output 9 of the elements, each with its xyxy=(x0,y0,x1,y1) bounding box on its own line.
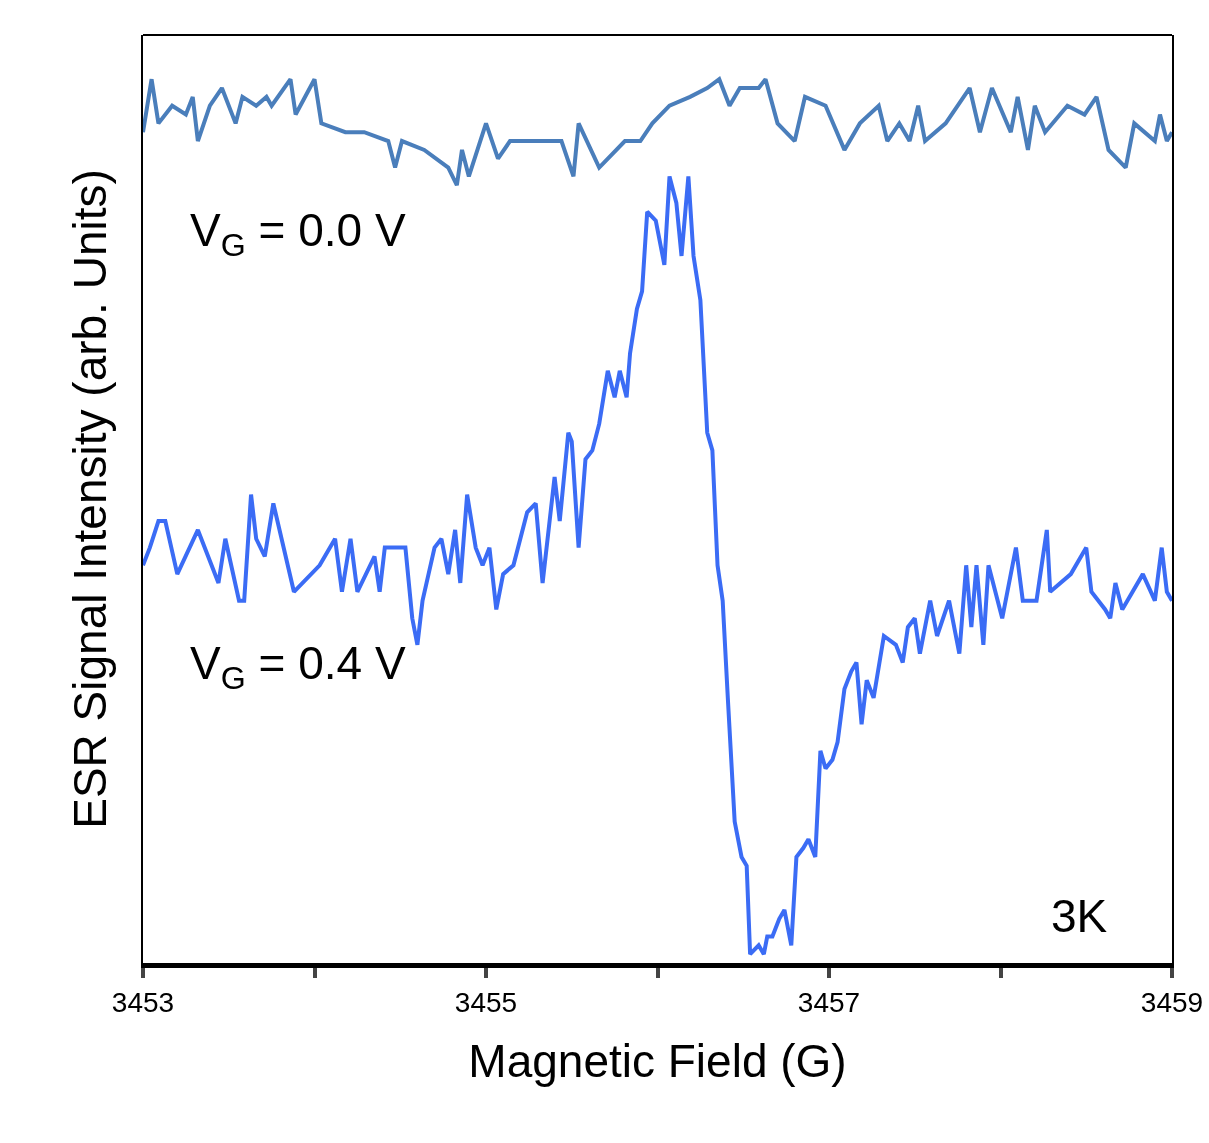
annotation: 3K xyxy=(1051,890,1108,942)
series-label: V$_{G}$ = 0.4 V xyxy=(190,637,406,696)
x-tick-label: 3453 xyxy=(111,986,175,1018)
x-tick-label: 3455 xyxy=(454,986,518,1018)
y-axis-title: ESR Signal Intensity (arb. Units) xyxy=(63,169,116,829)
series-label: V$_{G}$ = 0.0 V xyxy=(190,204,406,263)
x-axis-title: Magnetic Field (G) xyxy=(468,1035,847,1088)
x-tick-label: 3457 xyxy=(797,986,861,1018)
x-tick-label: 3459 xyxy=(1140,986,1204,1018)
